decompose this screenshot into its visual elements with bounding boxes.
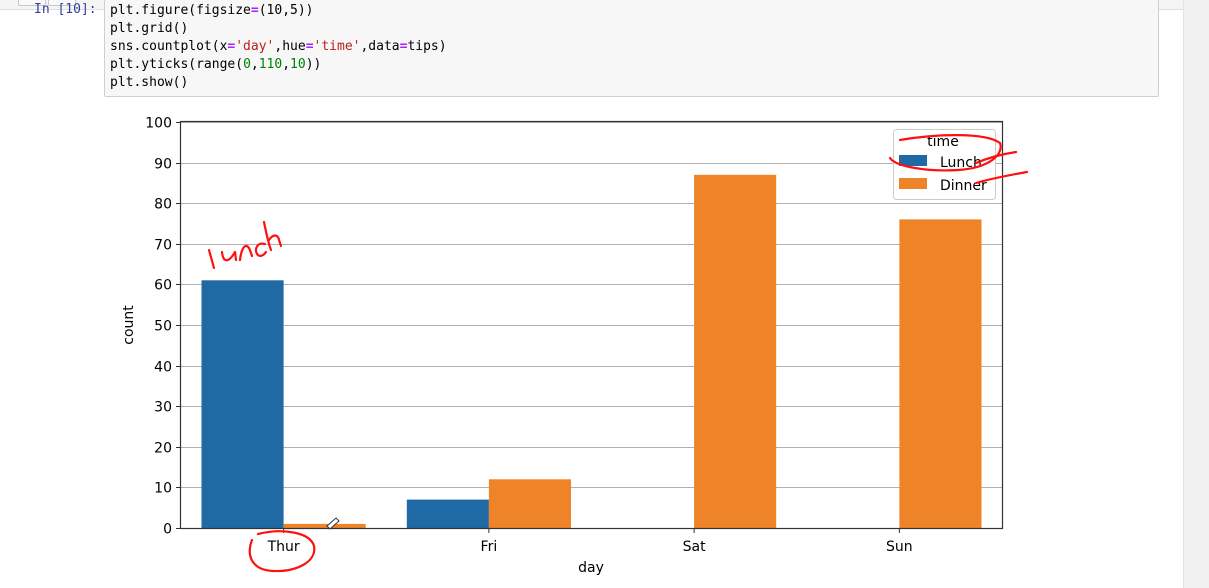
y-tick-label: 20 [154,441,172,457]
x-tick-label: Fri [481,539,498,555]
code-token: 110 [258,57,283,72]
ink-circle-thur [248,530,316,573]
code-line: plt.yticks(range(0,110,10)) [110,56,447,74]
legend-label-dinner: Dinner [940,178,987,194]
x-axis: Thur Fri Sat Sun [267,528,913,555]
y-tick-label: 10 [154,481,172,497]
legend-swatch-dinner [899,178,927,189]
legend: time Lunch Dinner [893,129,996,200]
code-token: 0 [243,57,251,72]
pen-annotations: lunch [207,134,1029,573]
code-token: 'day' [235,39,275,54]
code-token: , [250,57,259,72]
y-tick-label: 80 [154,197,172,213]
ink-tick-dinner [974,170,1029,185]
handwritten-lunch: lunch [207,220,283,270]
y-axis: 0 10 20 30 40 50 60 70 80 90 100 [145,116,181,538]
code-token: 10 [290,57,306,72]
y-tick-label: 40 [154,360,172,376]
code-token: plt.yticks(range( [110,57,244,72]
code-token: = [399,39,408,54]
scrollbar-track[interactable] [1183,0,1209,588]
code-token: = [227,39,236,54]
y-tick-label: 70 [154,238,172,254]
code-token: , [282,57,291,72]
code-editor[interactable]: plt.figure(figsize=(10,5)) plt.grid() sns.… [110,2,447,92]
code-token: ,data [360,39,400,54]
bar-dinner-thur [283,523,366,528]
x-tick-label: Sat [683,539,706,555]
toolbar-button[interactable] [48,0,76,6]
code-token: plt.figure(figsize [110,3,251,18]
bars [201,174,982,529]
code-token: 'time' [313,39,361,54]
bar-lunch-thur [201,280,284,528]
bar-dinner-sun [899,219,982,528]
y-tick-label: 30 [154,400,172,416]
ink-tick-lunch [974,150,1018,165]
y-tick-label: 60 [154,278,172,294]
code-token: = [305,39,314,54]
code-cell[interactable]: plt.figure(figsize=(10,5)) plt.grid() sns.… [104,0,1159,97]
x-tick-label: Thur [267,539,300,555]
cell-prompt: In [10]: [34,2,97,17]
code-token: tips) [407,39,447,54]
legend-title: time [927,134,959,150]
y-tick-label: 50 [154,319,172,335]
mouse-cursor [326,517,340,530]
y-axis-label: count [121,305,137,345]
code-token: ,hue [274,39,306,54]
x-axis-label: day [578,560,604,576]
bar-lunch-fri [406,499,489,528]
y-tick-label: 100 [145,116,172,132]
bar-dinner-sat [694,174,777,529]
legend-swatch-lunch [899,155,927,166]
y-tick-label: 0 [163,522,172,538]
code-line: plt.grid() [110,20,447,38]
code-line: plt.figure(figsize=(10,5)) [110,2,447,20]
x-tick-label: Sun [886,539,913,555]
gridlines [181,122,1002,529]
code-token: plt.show() [110,75,189,90]
code-token: )) [305,57,322,72]
legend-label-lunch: Lunch [940,155,982,171]
code-token: sns.countplot(x [110,39,228,54]
code-line: plt.show() [110,74,447,92]
y-tick-label: 90 [154,157,172,173]
bar-dinner-fri [488,479,571,528]
code-token: plt.grid() [110,21,189,36]
code-token: = [250,3,259,18]
code-token: (10,5)) [258,3,314,18]
code-line: sns.countplot(x='day',hue='time',data=ti… [110,38,447,56]
toolbar-button[interactable] [18,0,46,6]
